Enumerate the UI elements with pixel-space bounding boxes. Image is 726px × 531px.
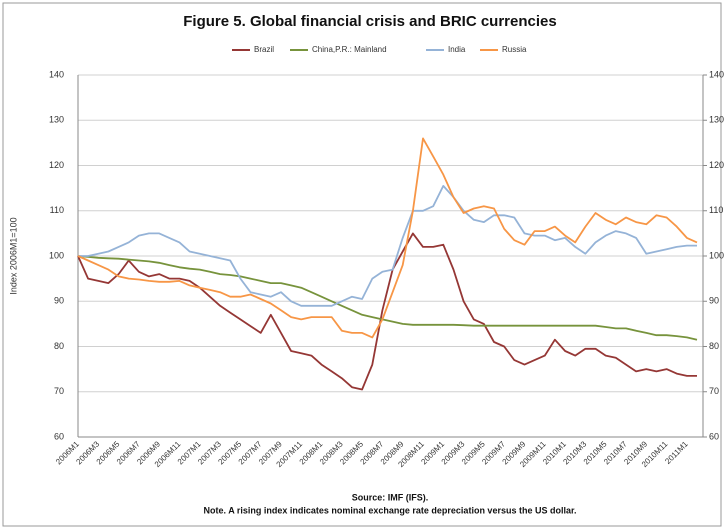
y-tick-label: 60 — [54, 431, 64, 441]
legend-label: China,P.R.: Mainland — [312, 45, 387, 54]
y-tick-label: 100 — [49, 250, 64, 260]
series-line — [77, 137, 698, 339]
y-tick-label: 140 — [49, 69, 64, 79]
y2-tick-label: 100 — [709, 250, 724, 260]
y-tick-label: 70 — [54, 386, 64, 396]
y-axis-title: Index 2006M1=100 — [8, 217, 18, 294]
y-tick-label: 110 — [50, 205, 64, 215]
y-tick-label: 130 — [49, 115, 64, 125]
legend-label: Brazil — [254, 45, 274, 54]
y-tick-label: 120 — [49, 160, 64, 170]
series-line — [78, 185, 697, 307]
y2-tick-label: 80 — [709, 341, 719, 351]
y2-tick-label: 90 — [709, 296, 719, 306]
legend-label: Russia — [502, 45, 527, 54]
note: Note. A rising index indicates nominal e… — [204, 505, 577, 515]
y2-tick-label: 130 — [709, 115, 724, 125]
source: Source: IMF (IFS). — [352, 492, 429, 502]
y2-tick-label: 140 — [709, 69, 724, 79]
y2-tick-label: 110 — [709, 205, 723, 215]
y-tick-label: 80 — [54, 341, 64, 351]
y2-tick-label: 120 — [709, 160, 724, 170]
chart-title: Figure 5. Global financial crisis and BR… — [183, 13, 556, 30]
y2-tick-label: 60 — [709, 431, 719, 441]
legend-label: India — [448, 45, 466, 54]
y2-tick-label: 70 — [709, 386, 719, 396]
y-tick-label: 90 — [54, 296, 64, 306]
series-line — [77, 255, 698, 341]
series-line — [77, 232, 697, 391]
